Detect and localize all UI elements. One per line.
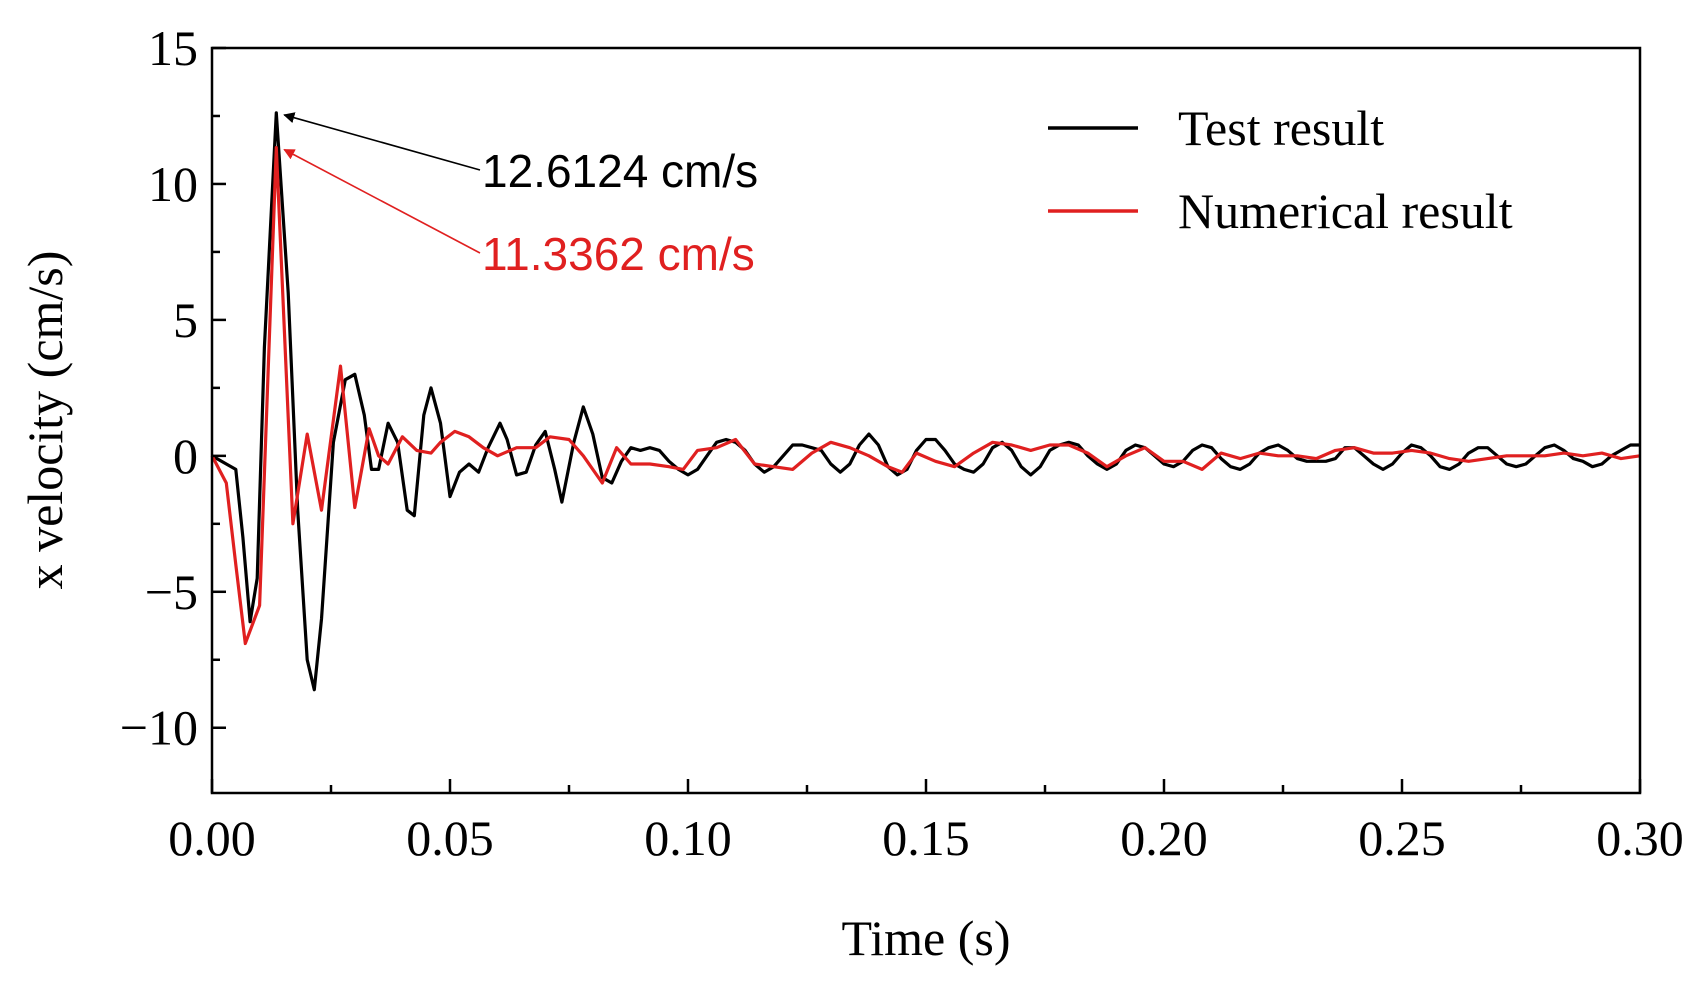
legend-label-test: Test result (1178, 100, 1384, 156)
y-tick-label: 5 (173, 292, 198, 348)
y-axis-ticks: −10 −5 0 5 10 15 (120, 20, 226, 756)
series-line-numerical-result (210, 146, 1641, 646)
series-line-test-result (211, 111, 1640, 692)
y-tick-label: 0 (173, 428, 198, 484)
series-layer (210, 111, 1641, 692)
y-axis-title: x velocity (cm/s) (17, 251, 73, 590)
legend-label-numerical: Numerical result (1178, 183, 1513, 239)
x-axis-ticks: 0.00 0.05 0.10 0.15 0.20 0.25 0.30 (168, 779, 1684, 866)
peak-annotation-label: 12.6124 cm/s (482, 145, 758, 197)
y-tick-label: 10 (148, 156, 198, 212)
y-tick-label: −10 (120, 700, 198, 756)
x-tick-label: 0.20 (1120, 810, 1208, 866)
plot-frame (210, 46, 1642, 795)
y-tick-label: −5 (145, 564, 198, 620)
x-tick-label: 0.25 (1358, 810, 1446, 866)
x-tick-label: 0.10 (644, 810, 732, 866)
x-tick-label: 0.05 (406, 810, 494, 866)
peak-annotation-label: 11.3362 cm/s (482, 228, 755, 280)
x-tick-label: 0.15 (882, 810, 970, 866)
x-axis-title: Time (s) (841, 910, 1010, 966)
y-tick-label: 15 (148, 20, 198, 76)
legend: Test result Numerical result (1048, 100, 1513, 239)
annotation-arrow (283, 148, 481, 254)
x-tick-label: 0.00 (168, 810, 256, 866)
annotation-arrow (283, 112, 481, 171)
annotation-layer: 12.6124 cm/s 11.3362 cm/s (283, 112, 758, 280)
x-tick-label: 0.30 (1596, 810, 1684, 866)
